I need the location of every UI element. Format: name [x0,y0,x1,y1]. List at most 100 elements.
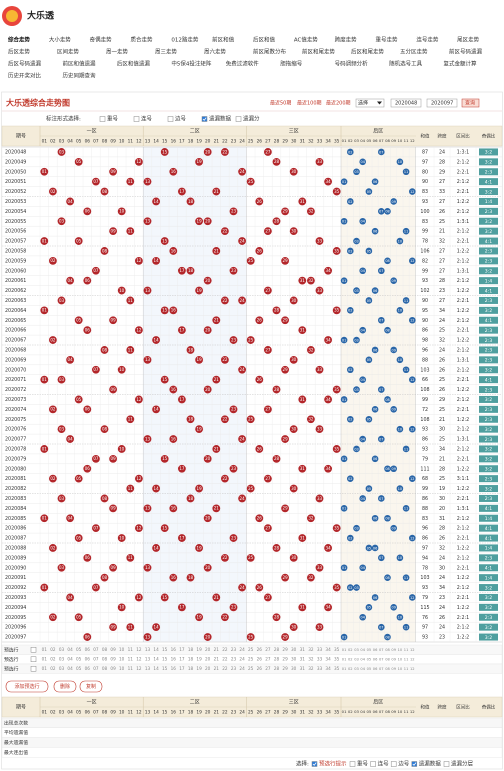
preselect-number[interactable]: 09 [110,647,116,652]
nav-link[interactable]: 前区和值遗漏 [62,60,96,68]
preselect-number[interactable]: 11 [404,648,409,652]
quick-link[interactable]: 最近50期 [270,100,291,107]
nav-link[interactable]: 五分区走势 [400,48,428,56]
preselect-number[interactable]: 30 [291,656,297,661]
preselect-number[interactable]: 11 [404,667,409,671]
preselect-number[interactable]: 13 [145,656,151,661]
preselect-number[interactable]: 10 [398,648,403,652]
nav-link[interactable]: 复式金额计算 [444,60,478,68]
preselect-number[interactable]: 24 [239,656,245,661]
preselect-number[interactable]: 09 [391,667,396,671]
preselect-number[interactable]: 02 [348,648,353,652]
nav-link[interactable]: 前区和值 [212,36,235,44]
bottom-checkbox[interactable] [311,761,318,767]
nav-link[interactable]: 后区号码遗漏 [8,60,42,68]
nav-link[interactable]: 区间走势 [57,48,80,56]
action-button[interactable] [79,680,103,693]
option-checkbox[interactable] [133,116,140,122]
preselect-number[interactable]: 09 [391,648,396,652]
nav-link[interactable]: 前区号码遗漏 [449,48,483,56]
preselect-number[interactable]: 11 [404,657,409,661]
preselect-number[interactable]: 12 [136,656,142,661]
preselect-number[interactable]: 24 [239,647,245,652]
preselect-number[interactable]: 25 [248,647,254,652]
nav-link[interactable]: 历史同期查询 [62,72,96,80]
to-input[interactable] [426,98,458,108]
select-box[interactable] [355,98,385,108]
preselect-number[interactable]: 05 [367,667,372,671]
preselect-number[interactable]: 06 [373,657,378,661]
nav-link[interactable]: 前区和尾走势 [302,48,336,56]
preselect-number[interactable]: 03 [354,648,359,652]
preselect-number[interactable]: 03 [354,657,359,661]
preselect-number[interactable]: 33 [317,647,323,652]
preselect-number[interactable]: 34 [325,647,331,652]
nav-link[interactable]: 后区和值遗漏 [117,60,151,68]
preselect-number[interactable]: 29 [282,647,288,652]
nav-link[interactable]: 号码调频分析 [335,60,369,68]
preselect-number[interactable]: 03 [354,667,359,671]
nav-link[interactable]: AC值走势 [294,36,319,44]
preselect-number[interactable]: 06 [373,667,378,671]
preselect-number[interactable]: 09 [110,656,116,661]
preselect-number[interactable]: 02 [50,666,56,671]
preselect-number[interactable]: 19 [196,647,202,652]
preselect-number[interactable]: 12 [410,648,415,652]
preselect-number[interactable]: 23 [231,666,237,671]
preselect-number[interactable]: 26 [257,666,263,671]
preselect-number[interactable]: 08 [102,647,108,652]
preselect-number[interactable]: 27 [265,647,271,652]
preselect-number[interactable]: 16 [171,647,177,652]
preselect-number[interactable]: 05 [367,657,372,661]
preselect-number[interactable]: 11 [128,666,134,671]
preselect-number[interactable]: 16 [171,666,177,671]
preselect-number[interactable]: 35 [334,656,340,661]
preselect-number[interactable]: 04 [67,666,73,671]
preselect-checkbox[interactable] [30,647,37,653]
preselect-number[interactable]: 05 [76,666,82,671]
preselect-number[interactable]: 31 [300,666,306,671]
nav-link[interactable]: 质合走势 [131,36,154,44]
preselect-number[interactable]: 15 [162,666,168,671]
preselect-number[interactable]: 04 [67,647,73,652]
preselect-number[interactable]: 08 [102,666,108,671]
preselect-number[interactable]: 19 [196,666,202,671]
preselect-number[interactable]: 15 [162,656,168,661]
preselect-number[interactable]: 12 [410,657,415,661]
preselect-number[interactable]: 32 [308,647,314,652]
preselect-number[interactable]: 21 [214,666,220,671]
preselect-number[interactable]: 21 [214,656,220,661]
preselect-number[interactable]: 01 [342,667,347,671]
nav-link[interactable]: 012路走势 [171,36,198,44]
nav-link[interactable]: 周六走势 [204,48,227,56]
preselect-number[interactable]: 11 [128,656,134,661]
bottom-checkbox[interactable] [443,761,450,767]
preselect-number[interactable]: 17 [179,647,185,652]
preselect-number[interactable]: 07 [379,657,384,661]
preselect-number[interactable]: 23 [231,656,237,661]
preselect-number[interactable]: 07 [93,666,99,671]
preselect-number[interactable]: 26 [257,647,263,652]
bottom-checkbox[interactable] [349,761,356,767]
preselect-number[interactable]: 12 [136,666,142,671]
preselect-number[interactable]: 16 [171,656,177,661]
preselect-number[interactable]: 11 [128,647,134,652]
preselect-number[interactable]: 06 [85,656,91,661]
nav-link[interactable]: 后区和值 [253,36,276,44]
preselect-number[interactable]: 09 [110,666,116,671]
preselect-number[interactable]: 02 [50,656,56,661]
preselect-number[interactable]: 08 [385,657,390,661]
preselect-number[interactable]: 17 [179,656,185,661]
preselect-number[interactable]: 07 [93,656,99,661]
nav-link[interactable]: 跨度走势 [335,36,358,44]
action-button[interactable] [53,680,77,693]
preselect-number[interactable]: 05 [76,656,82,661]
nav-link[interactable]: 历史开奖对比 [8,72,42,80]
preselect-number[interactable]: 14 [153,647,159,652]
preselect-number[interactable]: 28 [274,666,280,671]
preselect-number[interactable]: 06 [373,648,378,652]
nav-link[interactable]: 周三走势 [155,48,178,56]
preselect-number[interactable]: 04 [67,656,73,661]
bottom-checkbox[interactable] [390,761,397,767]
preselect-number[interactable]: 08 [385,667,390,671]
